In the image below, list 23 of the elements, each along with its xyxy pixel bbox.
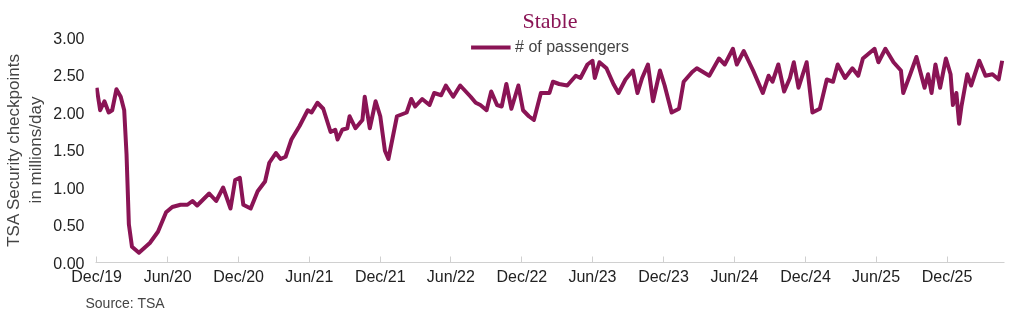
chart-title: Stable [522,7,578,33]
y-tick-label: 2.50 [53,67,85,84]
y-axis-title: TSA Security checkpoints in millions/day [3,54,46,247]
x-tick-label: Dec/25 [921,267,973,285]
y-tick-label: 1.00 [53,179,85,197]
x-tick-label: Dec/19 [71,267,123,285]
legend-label: # of passengers [515,38,629,56]
x-tick-label: Dec/24 [780,267,831,285]
x-tick-label: Jun/22 [426,267,475,285]
x-tick-label: Dec/23 [638,267,689,285]
x-tick-label: Dec/21 [354,267,406,285]
x-tick-label: Dec/20 [213,267,265,285]
x-tick-label: Jun/21 [285,267,334,285]
x-tick-label: Jun/24 [710,267,759,285]
x-tick-label: Jun/25 [852,267,901,285]
y-tick-label: 0.50 [53,217,85,234]
y-tick-label: 3.00 [53,29,85,47]
x-tick-label: Jun/20 [143,267,192,285]
y-tick-label: 2.00 [53,104,85,122]
y-tick-label: 1.50 [53,142,85,159]
x-tick-label: Dec/22 [496,267,548,285]
x-tick-label: Jun/23 [568,267,617,285]
source-note: Source: TSA [85,294,166,311]
